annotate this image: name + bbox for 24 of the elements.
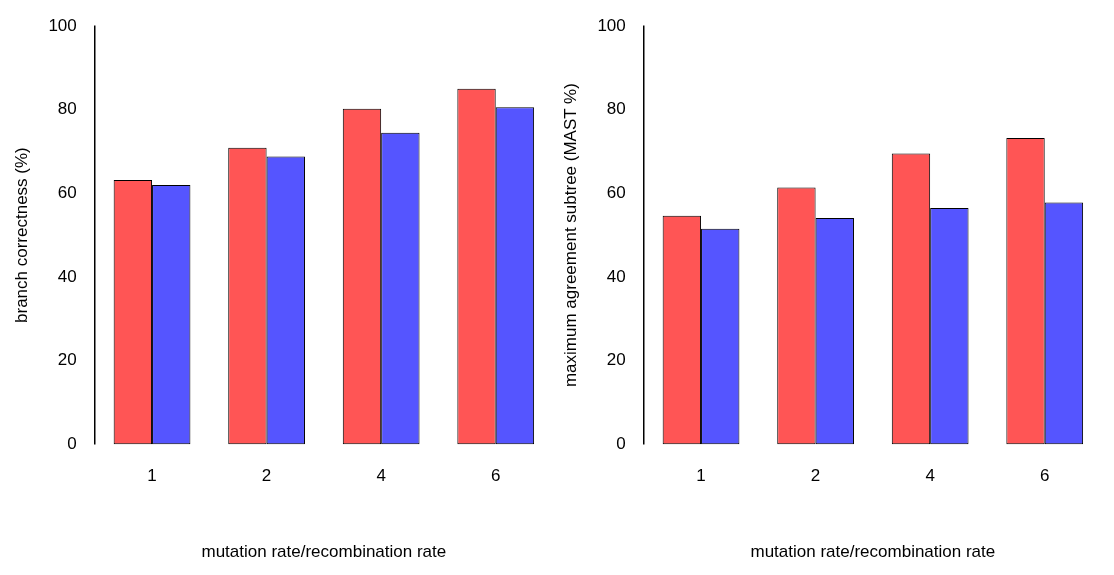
x-tick-label: 6 bbox=[490, 466, 501, 486]
x-tick-label: 4 bbox=[925, 466, 935, 486]
y-tick-label: 0 bbox=[67, 433, 77, 453]
y-tick-label: 80 bbox=[57, 99, 77, 119]
y-axis-title: branch correctness (%) bbox=[11, 147, 31, 323]
y-tick-label: 20 bbox=[57, 350, 77, 370]
y-tick-label: 20 bbox=[606, 350, 626, 370]
y-tick-label: 80 bbox=[606, 99, 626, 119]
x-axis-title: mutation rate/recombination rate bbox=[750, 542, 996, 562]
x-tick-label: 4 bbox=[376, 466, 386, 486]
x-tick-label: 6 bbox=[1039, 466, 1050, 486]
x-tick-label: 2 bbox=[261, 466, 272, 486]
y-tick-label: 100 bbox=[597, 15, 626, 35]
y-tick-label: 60 bbox=[606, 182, 626, 202]
x-axis-title: mutation rate/recombination rate bbox=[201, 542, 447, 562]
x-tick-label: 1 bbox=[147, 466, 157, 486]
x-tick-label: 2 bbox=[810, 466, 821, 486]
y-tick-label: 40 bbox=[57, 266, 77, 286]
y-tick-label: 0 bbox=[616, 433, 626, 453]
y-tick-label: 100 bbox=[48, 15, 77, 35]
x-tick-label: 1 bbox=[696, 466, 706, 486]
y-tick-label: 60 bbox=[57, 182, 77, 202]
y-tick-label: 40 bbox=[606, 266, 626, 286]
y-axis-title: maximum agreement subtree (MAST %) bbox=[560, 83, 580, 388]
